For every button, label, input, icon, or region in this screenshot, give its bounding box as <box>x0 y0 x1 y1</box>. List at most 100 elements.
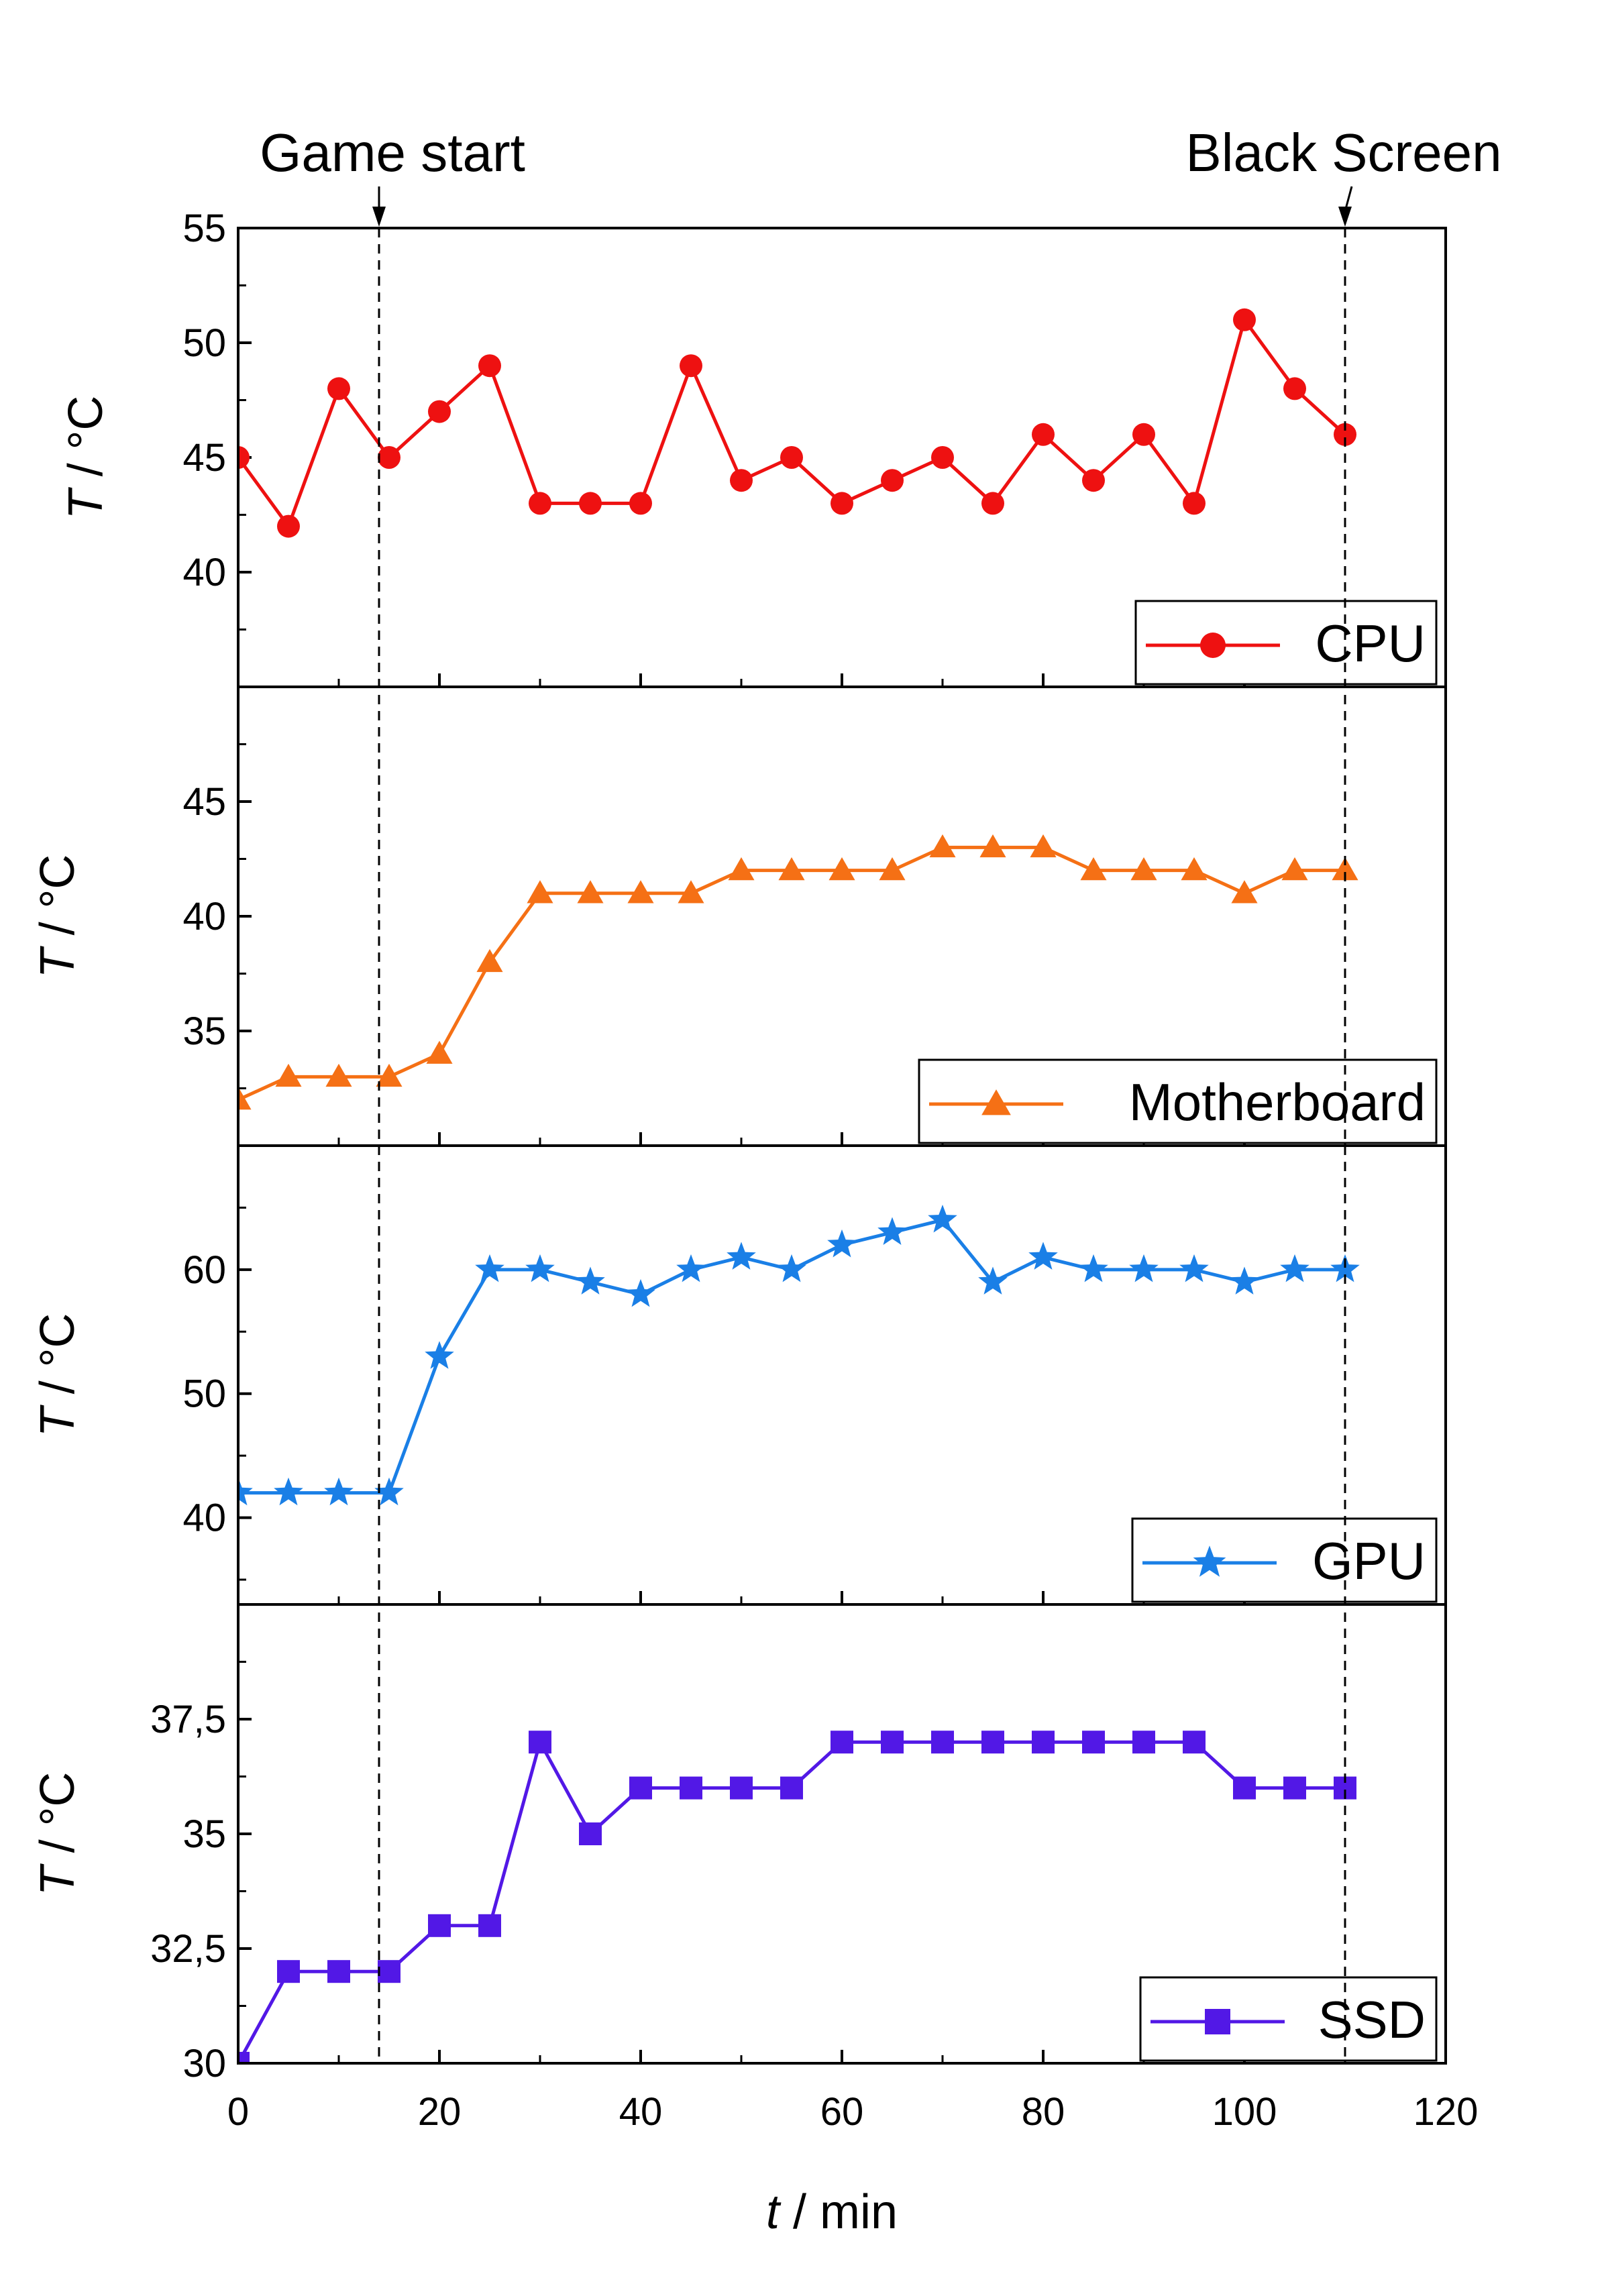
event-label: Game start <box>260 123 525 182</box>
ssd-y-tick-label: 32,5 <box>150 1927 226 1971</box>
cpu-y-tick-label: 40 <box>182 551 226 594</box>
motherboard-data-point <box>1181 857 1208 881</box>
gpu-data-point <box>324 1477 354 1506</box>
cpu-legend-label: CPU <box>1315 614 1426 673</box>
gpu-data-point <box>525 1254 555 1282</box>
panel-motherboard: 35 40 45 T / °C Motherboard <box>31 686 1447 1147</box>
event-label: Black Screen <box>1185 123 1501 182</box>
ssd-legend-marker <box>1205 2009 1230 2034</box>
motherboard-data-point <box>1231 880 1258 904</box>
motherboard-data-point <box>728 857 755 881</box>
ssd-data-point <box>238 2052 250 2063</box>
motherboard-y-axis-title: T / °C <box>31 855 85 979</box>
panel-gpu: 40 50 60 T / °C GPU <box>31 1144 1447 1606</box>
cpu-data-point <box>238 446 250 469</box>
motherboard-data-point <box>979 834 1006 858</box>
cpu-data-point <box>277 514 300 538</box>
motherboard-data-point <box>1281 857 1308 881</box>
ssd-y-axis-title: T / °C <box>31 1772 85 1896</box>
motherboard-data-point <box>1130 857 1157 881</box>
gpu-data-point <box>238 1477 253 1506</box>
cpu-data-point <box>881 469 904 492</box>
cpu-data-point <box>981 492 1004 515</box>
gpu-data-point <box>374 1477 404 1506</box>
cpu-data-point <box>1233 308 1256 331</box>
motherboard-data-point <box>577 880 604 904</box>
ssd-data-point <box>1283 1776 1306 1800</box>
ssd-data-point <box>831 1731 853 1754</box>
ssd-data-point <box>1183 1731 1206 1754</box>
gpu-data-point <box>1179 1254 1209 1282</box>
cpu-data-point <box>1082 469 1105 492</box>
gpu-data-point <box>877 1217 907 1245</box>
motherboard-legend-label: Motherboard <box>1129 1073 1426 1132</box>
ssd-data-point <box>478 1914 501 1937</box>
cpu-data-point <box>428 400 451 423</box>
motherboard-data-point <box>476 948 503 973</box>
ssd-data-point <box>981 1731 1004 1754</box>
ssd-y-tick-label: 35 <box>182 1812 226 1856</box>
motherboard-data-point <box>678 880 704 904</box>
motherboard-data-point <box>527 880 553 904</box>
gpu-data-point <box>576 1266 605 1295</box>
gpu-y-tick-label: 40 <box>182 1496 226 1540</box>
ssd-legend-box <box>1139 1976 1438 2062</box>
panel-cpu: 40 45 50 55 T / °C CPU <box>59 207 1447 688</box>
gpu-legend-sample <box>1142 1545 1277 1577</box>
motherboard-data-point <box>627 880 654 904</box>
gpu-data-point <box>626 1278 655 1307</box>
ssd-legend-label: SSD <box>1318 1990 1426 2049</box>
gpu-data-point <box>274 1477 303 1506</box>
cpu-data-point <box>831 492 853 515</box>
motherboard-legend-box <box>918 1058 1438 1144</box>
motherboard-data-point <box>426 1040 453 1064</box>
x-tick-label: 40 <box>619 2090 663 2134</box>
ssd-data-point <box>327 1960 350 1983</box>
ssd-data-point <box>629 1776 652 1800</box>
motherboard-data-point <box>778 857 805 881</box>
cpu-y-tick-label: 50 <box>182 321 226 365</box>
gpu-data-point <box>676 1254 706 1282</box>
ssd-data-point <box>881 1731 904 1754</box>
cpu-y-tick-label: 55 <box>182 207 226 250</box>
gpu-data-point <box>1028 1242 1058 1270</box>
ssd-data-point <box>1032 1731 1055 1754</box>
motherboard-data-point <box>879 857 906 881</box>
ssd-data-point <box>931 1731 954 1754</box>
cpu-data-point <box>1032 423 1055 446</box>
ssd-plot-frame <box>237 1603 1447 2065</box>
cpu-data-point <box>780 446 803 469</box>
motherboard-y-ticks: 35 40 45 <box>182 780 252 1053</box>
gpu-y-axis-title: T / °C <box>31 1313 85 1437</box>
ssd-legend-sample <box>1151 2009 1285 2034</box>
cpu-data-point <box>529 492 551 515</box>
motherboard-data-point <box>275 1063 302 1087</box>
cpu-data-point <box>378 446 400 469</box>
cpu-data-point <box>478 354 501 378</box>
motherboard-y-tick-label: 35 <box>182 1009 226 1053</box>
gpu-data-point <box>1330 1254 1360 1282</box>
motherboard-data-point <box>1030 834 1057 858</box>
ssd-y-tick-label: 37,5 <box>150 1698 226 1741</box>
cpu-data-point <box>629 492 652 515</box>
ssd-y-ticks: 30 32,5 35 37,5 <box>150 1698 252 2085</box>
motherboard-legend-sample <box>929 1089 1063 1115</box>
ssd-data-point <box>1082 1731 1105 1754</box>
x-axis-tick-labels: 0 20 40 60 80 100 120 <box>227 2090 1479 2134</box>
ssd-legend: SSD <box>1139 1976 1438 2062</box>
event-arrow-head <box>1338 207 1352 227</box>
cpu-y-tick-label: 45 <box>182 436 226 480</box>
x-tick-label: 60 <box>820 2090 864 2134</box>
ssd-data-point <box>730 1776 753 1800</box>
gpu-data-point <box>425 1341 454 1369</box>
motherboard-data-point <box>376 1063 403 1087</box>
gpu-data-point <box>777 1254 806 1282</box>
gpu-data-point <box>475 1254 504 1282</box>
cpu-data-point <box>1334 423 1356 446</box>
gpu-legend-box <box>1131 1517 1438 1603</box>
motherboard-data-point <box>325 1063 352 1087</box>
ssd-data-point <box>428 1914 451 1937</box>
motherboard-data-point <box>1332 857 1358 881</box>
ssd-data-point <box>529 1731 551 1754</box>
